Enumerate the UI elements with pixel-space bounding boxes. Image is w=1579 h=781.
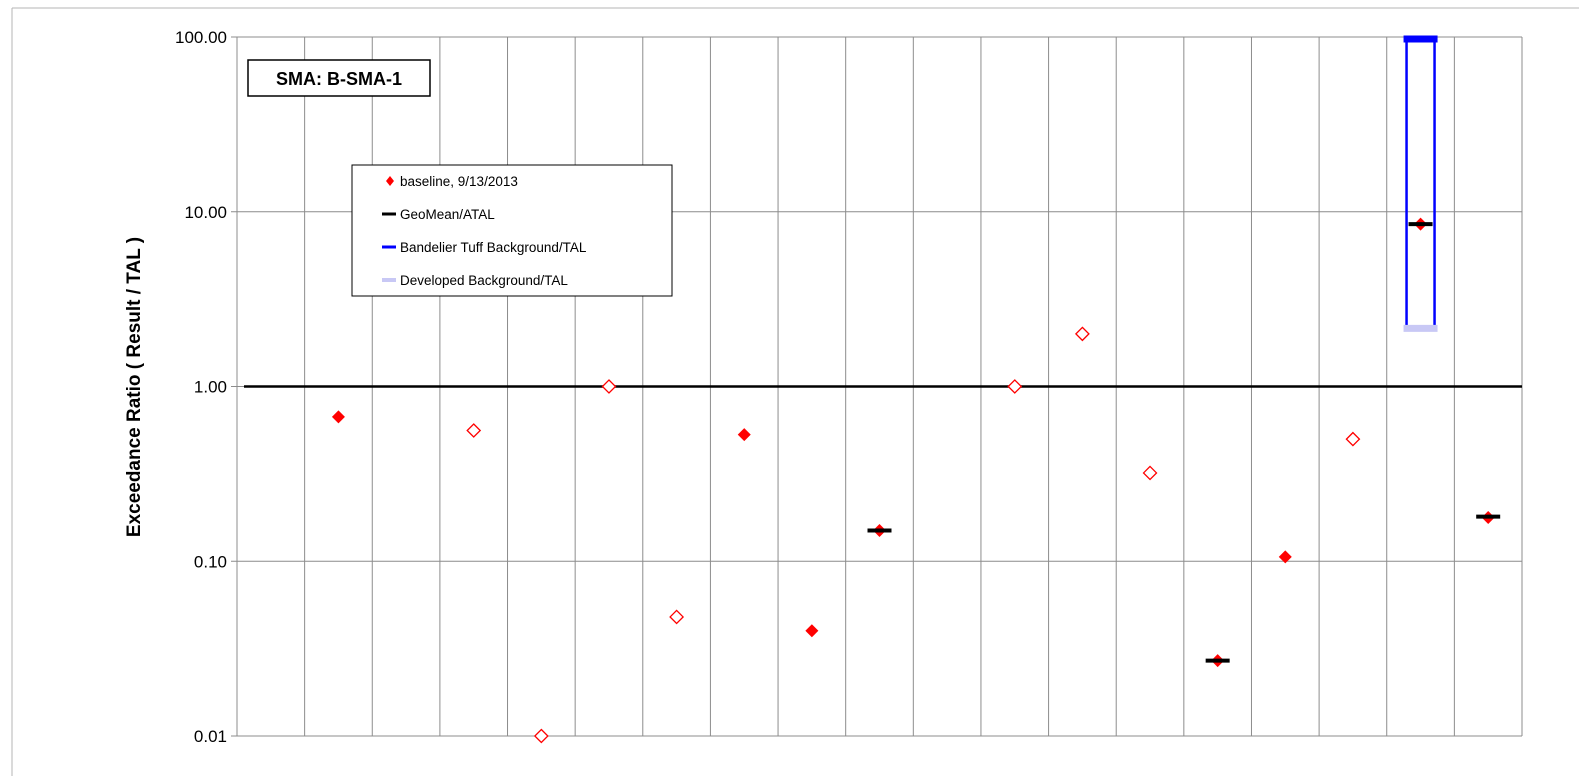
baseline-point-detected [737,428,751,442]
y-tick-label: 100.00 [175,28,227,47]
sma-label-frame [247,59,431,97]
baseline-point-nondetect [1142,465,1158,481]
baseline-point-nondetect [466,423,482,438]
y-tick-labels: 0.01 0.10 1.00 10.00 100.00 [175,28,227,746]
baseline-point-detected [805,624,819,638]
y-tick-label: 0.01 [194,727,227,746]
baseline-point-nondetect [1345,431,1361,447]
legend-label-bandelier: Bandelier Tuff Background/TAL [400,240,587,255]
y-axis-label: Exceedance Ratio ( Result / TAL ) [124,237,145,537]
baseline-point-nondetect [533,728,549,744]
baseline-point-nondetect [1074,326,1090,342]
baseline-point-detected [1278,550,1292,564]
legend-label-geomean: GeoMean/ATAL [400,207,495,222]
y-tick-label: 1.00 [194,378,227,397]
legend-item-developed: Developed Background/TAL [382,273,568,288]
y-tick-label: 0.10 [194,552,227,571]
legend-label-developed: Developed Background/TAL [400,273,568,288]
baseline-point-nondetect [669,609,685,625]
legend: baseline, 9/13/2013 GeoMean/ATAL Bandeli… [351,164,673,297]
background-range-layer [1403,35,1438,332]
baseline-point-nondetect [1007,379,1023,394]
legend-item-baseline: baseline, 9/13/2013 [386,174,518,189]
legend-item-bandelier: Bandelier Tuff Background/TAL [382,240,587,255]
sma-label-text: SMA: B-SMA-1 [276,69,402,89]
baseline-point-detected [331,410,345,424]
legend-frame [351,164,673,297]
legend-swatch-baseline [386,176,394,186]
legend-label-baseline: baseline, 9/13/2013 [400,174,518,189]
geomean-layer [867,222,1501,663]
y-tick-label: 10.00 [184,203,227,222]
legend-item-geomean: GeoMean/ATAL [382,207,495,222]
baseline-point-nondetect [601,379,617,394]
sma-label-box: SMA: B-SMA-1 [247,59,431,97]
